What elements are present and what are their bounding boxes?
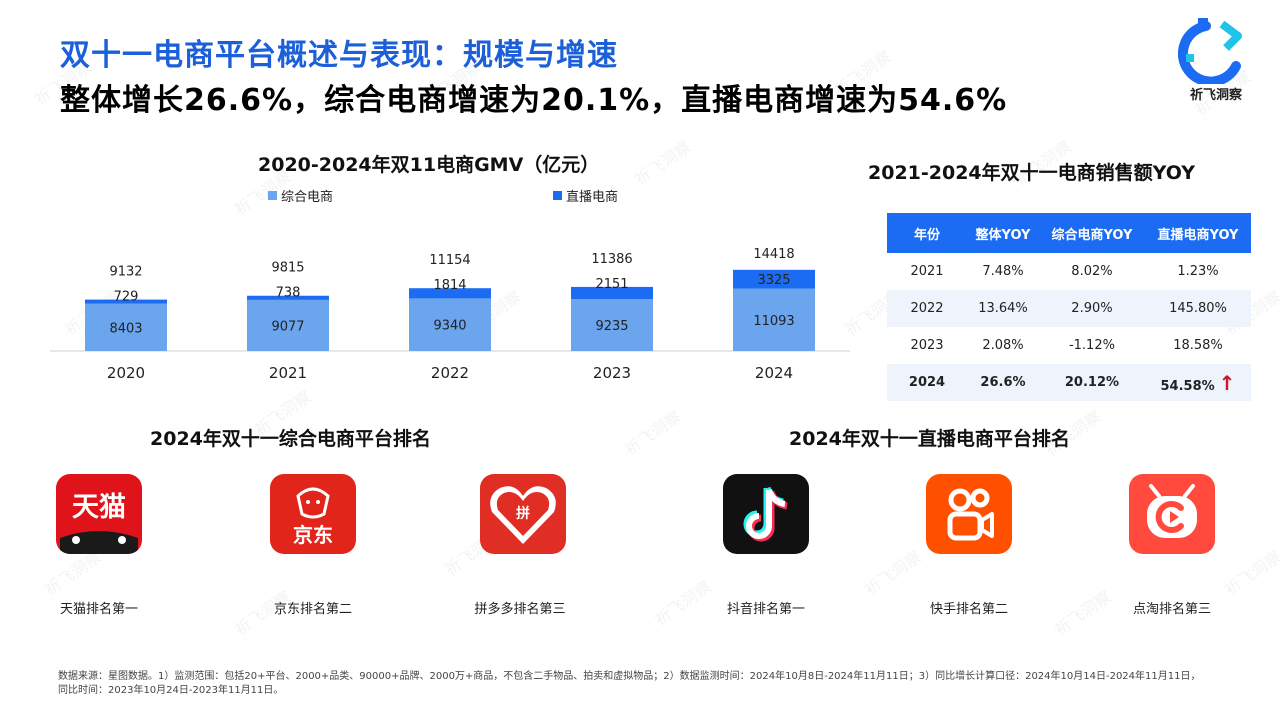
live-ranking-title: 2024年双十一直播电商平台排名 [789, 428, 1070, 450]
data-label-total: 9132 [109, 265, 142, 280]
legend-label-live: 直播电商 [566, 190, 619, 205]
watermark-text: 祈飞洞察 [621, 407, 685, 460]
data-label-total: 14418 [753, 247, 794, 262]
gmv-bar-chart: 8403 729 9132 2020 9077 738 9815 2021 9340 1814 11… [50, 247, 850, 382]
data-label-general: 8403 [109, 321, 142, 336]
page-subtitle: 整体增长26.6%，综合电商增速为20.1%，直播电商增速为54.6% [60, 83, 1008, 118]
pinduoduo-logo-text: 拼 [516, 505, 530, 522]
x-tick-label: 2023 [593, 364, 631, 382]
douyin-rank-label: 抖音排名第一 [726, 602, 805, 617]
douyin-logo-icon [723, 474, 809, 554]
gmv-chart-title: 2020-2024年双11电商GMV（亿元） [258, 154, 600, 176]
pinduoduo-rank-label: 拼多多排名第三 [474, 602, 566, 617]
x-tick-label: 2020 [107, 364, 145, 382]
jd-logo-text: 京东 [293, 523, 333, 547]
diantao-rank-label: 点淘排名第三 [1132, 602, 1211, 617]
tmall-rank-label: 天猫排名第一 [59, 602, 138, 617]
header-cell: 整体YOY [967, 213, 1039, 253]
bar-general-2024 [733, 288, 815, 351]
table-row: 2023 2.08% -1.12% 18.58% [887, 327, 1251, 364]
kuaishou-rank-label: 快手排名第二 [929, 602, 1008, 617]
bar-general-2020 [85, 303, 167, 351]
page-title: 双十一电商平台概述与表现：规模与增速 [60, 38, 618, 73]
yoy-table: 年份 整体YOY 综合电商YOY 直播电商YOY 2021 7.48% 8.02… [887, 213, 1251, 401]
table-cell: 7.48% [982, 264, 1024, 279]
tmall-logo-text: 天猫 [72, 492, 126, 523]
bar-live-2020 [85, 299, 167, 304]
data-label-general: 9077 [271, 319, 304, 334]
tmall-logo-icon: 天猫 [56, 474, 142, 554]
data-source-note: 数据来源：星图数据。1）监测范围：包括20+平台、2000+品类、90000+品… [58, 671, 1201, 696]
table-cell: 2023 [910, 338, 944, 353]
table-cell: 18.58% [1173, 338, 1223, 353]
yoy-table-title: 2021-2024年双十一电商销售额YOY [868, 162, 1195, 184]
table-cell: 8.02% [1071, 264, 1113, 279]
legend-item-live: 直播电商 [553, 186, 618, 205]
table-cell: 2024 [887, 364, 967, 401]
data-label-live: 1814 [433, 278, 466, 293]
header-cell: 年份 [887, 213, 967, 253]
jd-rank-label: 京东排名第二 [273, 602, 352, 617]
header-cell: 综合电商YOY [1038, 213, 1145, 253]
yoy-table-header: 年份 整体YOY 综合电商YOY 直播电商YOY [887, 213, 1251, 253]
header-cell: 直播电商YOY [1144, 213, 1251, 253]
table-cell: 20.12% [1038, 364, 1145, 401]
x-tick-label: 2022 [431, 364, 469, 382]
x-tick-label: 2021 [269, 364, 307, 382]
data-label-general: 9235 [595, 319, 628, 334]
table-cell: 2021 [910, 264, 944, 279]
table-cell-value: 54.58% [1160, 378, 1215, 394]
table-cell: 2.08% [982, 338, 1024, 353]
legend-swatch-live [553, 191, 562, 200]
table-cell: 145.80% [1144, 290, 1251, 327]
bar-live-2021 [247, 295, 329, 300]
bar-general-2021 [247, 299, 329, 351]
data-label-live: 729 [114, 290, 139, 305]
table-cell: 26.6% [967, 364, 1039, 401]
table-cell: 2.90% [1038, 290, 1145, 327]
table-cell: -1.12% [1068, 338, 1115, 353]
table-cell: 1.23% [1177, 264, 1219, 279]
legend-item-general: 综合电商 [268, 186, 333, 205]
diantao-logo-icon [1129, 474, 1215, 554]
table-row: 2022 13.64% 2.90% 145.80% [887, 290, 1251, 327]
watermark-text: 祈飞洞察 [1221, 547, 1280, 600]
data-label-general: 9340 [433, 319, 466, 334]
bar-live-2023 [571, 286, 653, 300]
table-row: 2024 26.6% 20.12% 54.58% ↑ [887, 364, 1251, 401]
x-tick-label: 2024 [755, 364, 793, 382]
data-label-live: 738 [276, 286, 301, 301]
bar-live-2024 [733, 269, 815, 289]
bar-general-2023 [571, 299, 653, 351]
brand-mark-icon [1177, 18, 1242, 87]
data-label-general: 11093 [753, 314, 794, 329]
legend-label-general: 综合电商 [281, 190, 334, 205]
bar-general-2022 [409, 298, 491, 351]
data-label-total: 11386 [591, 252, 632, 267]
general-ranking-title: 2024年双十一综合电商平台排名 [150, 428, 431, 450]
data-label-live: 2151 [595, 277, 628, 292]
table-row: 2021 7.48% 8.02% 1.23% [887, 253, 1251, 290]
table-cell: 2022 [887, 290, 967, 327]
brand-name: 祈飞洞察 [1189, 88, 1242, 103]
table-cell: 13.64% [967, 290, 1039, 327]
kuaishou-logo-icon [926, 474, 1012, 554]
up-arrow-icon: ↑ [1218, 370, 1236, 395]
watermark-text: 祈飞洞察 [861, 547, 925, 600]
legend-swatch-general [268, 191, 277, 200]
data-label-live: 3325 [757, 273, 790, 288]
bar-live-2022 [409, 288, 491, 299]
brand-logo: 祈飞洞察 [1177, 14, 1254, 104]
pinduoduo-logo-icon: 拼 [480, 474, 566, 554]
data-label-total: 11154 [429, 253, 470, 268]
jd-logo-icon: 京东 [270, 474, 356, 554]
data-label-total: 9815 [271, 261, 304, 276]
table-cell: 54.58% ↑ [1144, 364, 1251, 401]
